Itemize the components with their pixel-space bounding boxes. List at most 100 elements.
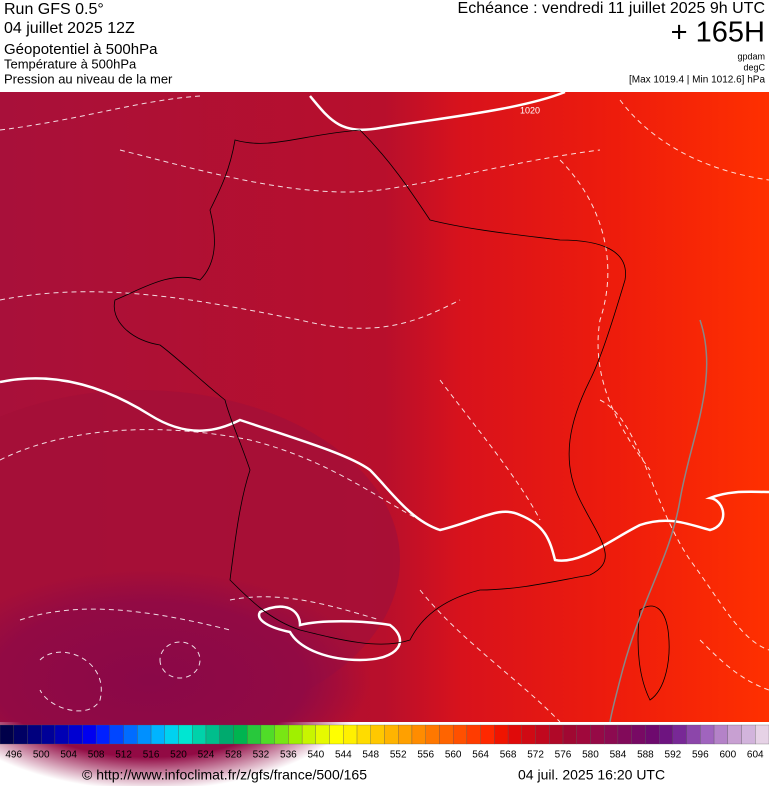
- colorbar-swatch: [755, 724, 769, 745]
- colorbar-swatch: [233, 724, 248, 745]
- source-url: © http://www.infoclimat.fr/z/gfs/france/…: [82, 767, 367, 783]
- colorbar-swatch: [41, 724, 56, 745]
- colorbar-label: 524: [198, 750, 215, 761]
- colorbar-swatch: [576, 724, 591, 745]
- colorbar-swatch: [27, 724, 42, 745]
- colorbar-swatch: [617, 724, 632, 745]
- run-date: 04 juillet 2025 12Z: [4, 20, 135, 37]
- colorbar-swatch: [370, 724, 385, 745]
- colorbar-label: 564: [472, 750, 489, 761]
- colorbar-swatch: [604, 724, 619, 745]
- colorbar-swatch: [507, 724, 522, 745]
- footer: © http://www.infoclimat.fr/z/gfs/france/…: [82, 767, 665, 783]
- lead-time: + 165H: [671, 17, 765, 49]
- field: Géopotentiel à 500hPa: [4, 41, 158, 58]
- colorbar-label: 584: [610, 750, 627, 761]
- colorbar-swatch: [425, 724, 440, 745]
- colorbar-swatch: [301, 724, 316, 745]
- colorbar-swatch: [658, 724, 674, 745]
- colorbar-label: 496: [5, 750, 22, 761]
- field3: Pression au niveau de la mer: [4, 71, 173, 86]
- colorbar-swatch: [453, 724, 468, 745]
- colorbar-label: 596: [692, 750, 709, 761]
- colorbar-label: 560: [445, 750, 462, 761]
- colorbar-swatch: [672, 724, 687, 745]
- colorbar-swatch: [82, 724, 97, 745]
- colorbar-label: 528: [225, 750, 242, 761]
- colorbar-label: 512: [115, 750, 132, 761]
- contour-label: 1020: [520, 105, 540, 115]
- colorbar-swatch: [384, 724, 399, 745]
- colorbar-label: 592: [665, 750, 682, 761]
- colorbar-label: 504: [60, 750, 77, 761]
- colorbar-swatch: [727, 724, 742, 745]
- colorbar-label: 576: [555, 750, 572, 761]
- colorbar-swatch: [0, 724, 14, 745]
- colorbar-swatch: [631, 724, 646, 745]
- colorbar-label: 600: [719, 750, 736, 761]
- colorbar-label: 552: [390, 750, 407, 761]
- unit: gpdam: [737, 51, 765, 61]
- colorbar-swatch: [466, 724, 481, 745]
- colorbar-swatch: [713, 724, 728, 745]
- colorbar-swatch: [68, 724, 83, 745]
- colorbar-swatch: [150, 724, 165, 745]
- colorbar-swatch: [741, 724, 756, 745]
- colorbar-swatch: [343, 724, 358, 745]
- colorbar-swatch: [521, 724, 536, 745]
- field2: Température à 500hPa: [4, 56, 137, 71]
- colorbar-swatch: [247, 724, 262, 745]
- colorbar-swatch: [274, 724, 289, 745]
- colorbar-label: 508: [88, 750, 105, 761]
- colorbar-label: 540: [307, 750, 324, 761]
- colorbar-swatch: [192, 724, 207, 745]
- colorbar-label: 500: [33, 750, 50, 761]
- colorbar-label: 604: [747, 750, 764, 761]
- colorbar-label: 536: [280, 750, 297, 761]
- colorbar-swatch: [590, 724, 605, 745]
- colorbar-swatch: [219, 724, 234, 745]
- colorbar-label: 580: [582, 750, 599, 761]
- colorbar-swatch: [356, 724, 371, 745]
- colorbar-swatch: [535, 724, 550, 745]
- colorbar-swatch: [315, 724, 330, 745]
- colorbar-swatch: [645, 724, 660, 745]
- colorbar-swatch: [411, 724, 426, 745]
- colorbar-swatch: [562, 724, 577, 745]
- colorbar-swatch: [137, 724, 152, 745]
- colorbar-swatch: [13, 724, 28, 745]
- colorbar-label: 532: [253, 750, 270, 761]
- colorbar-swatch: [398, 724, 413, 745]
- colorbar-label: 568: [500, 750, 517, 761]
- colorbar-swatch: [95, 724, 111, 745]
- colorbar-swatch: [700, 724, 715, 745]
- colorbar-swatch: [439, 724, 454, 745]
- colorbar-label: 572: [527, 750, 544, 761]
- run: Run GFS 0.5°: [4, 1, 104, 18]
- colorbar-label: 544: [335, 750, 352, 761]
- colorbar-label: 556: [417, 750, 434, 761]
- colorbar-label: 520: [170, 750, 187, 761]
- colorbar-swatch: [164, 724, 179, 745]
- colorbar-label: 588: [637, 750, 654, 761]
- colorbar-swatch: [205, 724, 220, 745]
- colorbar-swatch: [480, 724, 495, 745]
- colorbar-swatch: [109, 724, 124, 745]
- colorbar-label: 548: [362, 750, 379, 761]
- contour: [609, 319, 708, 723]
- map: 1020: [0, 90, 769, 786]
- pressure-range: [Max 1019.4 | Min 1012.6] hPa: [629, 75, 765, 86]
- colorbar-swatch: [549, 724, 564, 745]
- colorbar-swatch: [329, 724, 344, 745]
- colorbar-swatch: [260, 724, 275, 745]
- colorbar-swatch: [686, 724, 701, 745]
- header: Run GFS 0.5° 04 juillet 2025 12Z Géopote…: [4, 0, 766, 86]
- colorbar-swatch: [494, 724, 509, 745]
- colorbar-swatch: [123, 724, 138, 745]
- colorbar-label: 516: [143, 750, 160, 761]
- colorbar-swatch: [54, 724, 69, 745]
- valid-time: Echéance : vendredi 11 juillet 2025 9h U…: [458, 0, 765, 17]
- colorbar-swatch: [178, 724, 193, 745]
- unit: degC: [743, 62, 765, 72]
